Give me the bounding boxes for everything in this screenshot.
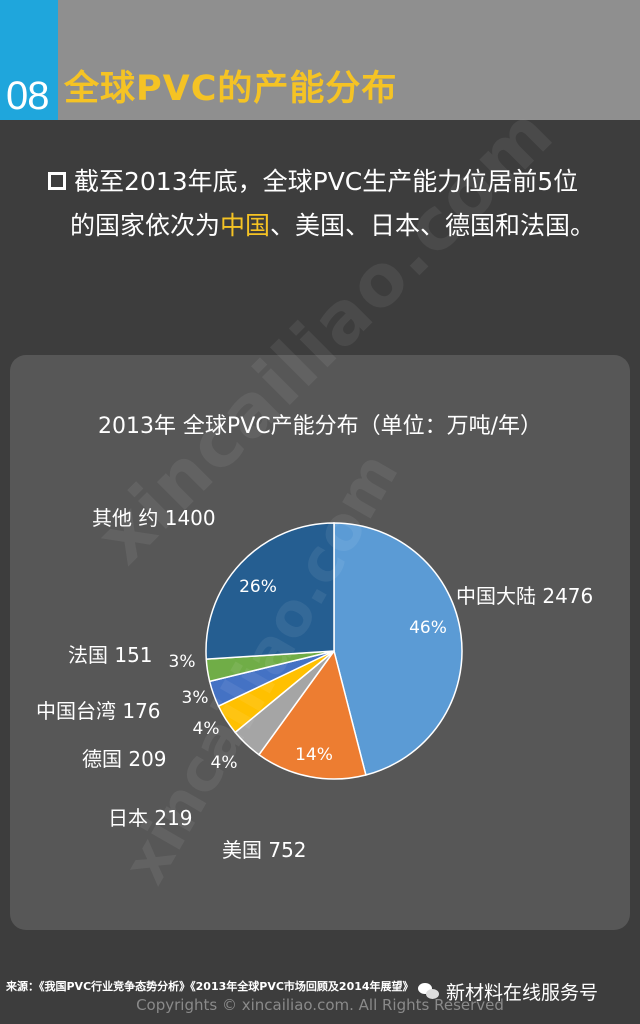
slice-category-label: 中国大陆 2476 [456,584,593,608]
square-bullet-icon [48,172,66,190]
slice-category-label: 法国 151 [68,643,153,667]
slice-percent-label: 14% [295,745,333,765]
section-number-box [0,0,58,120]
intro-line-1-text: 截至2013年底，全球PVC生产能力位居前5位 [74,167,579,196]
intro-line-1: 截至2013年底，全球PVC生产能力位居前5位 [48,160,628,204]
slice-percent-label: 26% [239,577,277,597]
intro-text: 截至2013年底，全球PVC生产能力位居前5位 的国家依次为中国、美国、日本、德… [48,160,628,248]
wechat-icon [418,982,440,1001]
page-title: 全球PVC的产能分布 [64,69,398,109]
slice-category-label: 其他 约 1400 [92,506,216,530]
pie-slice [333,522,463,776]
slice-percent-label: 46% [409,618,447,638]
wechat-account: 新材料在线服务号 [418,978,598,1005]
intro-highlight-china: 中国 [220,211,271,240]
header-bar [0,0,640,120]
slice-category-label: 中国台湾 176 [36,699,161,723]
pie-slice [205,522,335,660]
slice-percent-label: 3% [182,688,209,708]
slice-category-label: 日本 219 [108,806,193,830]
section-number: 08 [6,74,49,118]
slice-category-label: 德国 209 [82,747,167,771]
chart-title: 2013年 全球PVC产能分布（单位：万吨/年） [97,414,543,439]
source-note: 来源：《我国PVC行业竞争态势分析》《2013年全球PVC市场回顾及2014年展… [6,980,414,993]
copyright-text: Copyrights © xincailiao.com. All Rights … [136,996,504,1014]
intro-line-2-prefix: 的国家依次为 [70,211,221,240]
intro-line-2: 的国家依次为中国、美国、日本、德国和法国。 [48,204,628,248]
pie-slice [257,649,367,780]
slice-percent-label: 3% [169,652,196,672]
slice-percent-label: 4% [193,719,220,739]
slice-percent-label: 4% [211,753,238,773]
wechat-account-name: 新材料在线服务号 [446,982,599,1004]
intro-line-2-suffix: 、美国、日本、德国和法国。 [270,211,596,240]
slice-category-label: 美国 752 [222,838,307,862]
